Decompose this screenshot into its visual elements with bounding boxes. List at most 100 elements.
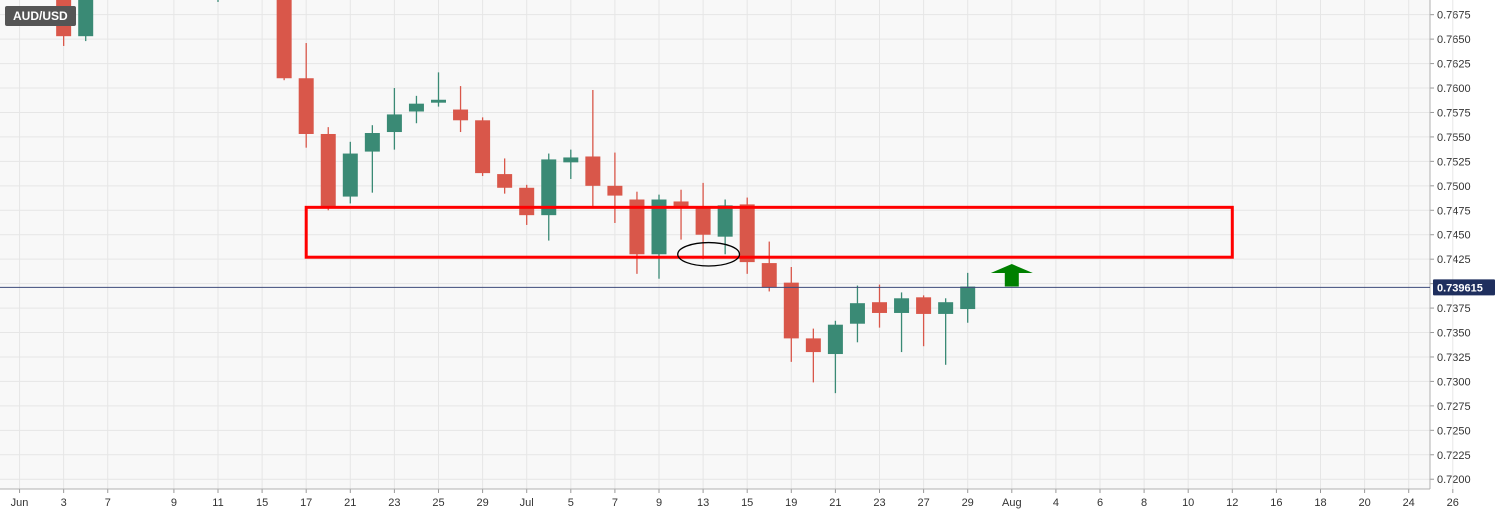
candle-body-bull [960,286,976,310]
candles [56,0,976,394]
candle-body-bull [938,302,954,314]
plot-area [0,0,1430,489]
candle-body-bull [386,114,402,133]
candle[interactable] [320,127,336,211]
candle-body-bear [298,78,314,134]
x-tick-label: Aug [1002,497,1022,509]
candle[interactable] [805,328,821,383]
x-tick-label: 21 [829,497,841,509]
x-tick-label: 21 [344,497,356,509]
candle[interactable] [629,191,645,274]
y-tick-label: 0.7650 [1437,34,1471,46]
x-tick-label: 7 [105,497,111,509]
y-tick-label: 0.7550 [1437,132,1471,144]
candle[interactable] [894,292,910,353]
x-tick-label: 26 [1447,497,1459,509]
x-tick-label: 18 [1314,497,1326,509]
x-tick-label: 4 [1053,497,1059,509]
x-tick-label: 12 [1226,497,1238,509]
candle-body-bear [629,199,645,255]
candle[interactable] [386,88,402,150]
candle[interactable] [673,189,689,240]
x-tick-label: 10 [1182,497,1194,509]
candle-body-bear [475,120,491,174]
candle-body-bear [673,201,689,208]
candle-body-bear [872,302,887,313]
highlight-ellipse [677,241,741,267]
x-tick-label: 29 [962,497,974,509]
x-tick-label: Jul [520,497,534,509]
candle-body-bear [276,0,292,79]
y-tick-label: 0.7450 [1437,230,1471,242]
candle[interactable] [849,285,865,343]
candle-body-bear [497,174,513,188]
y-tick-label: 0.7625 [1437,59,1471,71]
candle[interactable] [872,284,887,328]
x-tick-label: 9 [656,497,662,509]
candle[interactable] [342,141,358,204]
candle[interactable] [563,149,579,179]
candle-body-bull [78,0,94,37]
x-tick-label: 23 [873,497,885,509]
x-tick-label: 15 [741,497,753,509]
up-arrow-icon [990,264,1033,287]
y-tick-label: 0.7250 [1437,425,1471,437]
y-tick-label: 0.7200 [1437,474,1471,486]
candle-body-bull [408,103,424,112]
x-tick-label: 23 [388,497,400,509]
candle[interactable] [827,320,843,394]
y-tick-label: 0.7325 [1437,352,1471,364]
x-tick-label: 6 [1097,497,1103,509]
x-tick-label: 27 [917,497,929,509]
x-tick-label: 8 [1141,497,1147,509]
candle[interactable] [364,125,380,193]
candle[interactable] [475,117,491,177]
current-price-tag [1433,279,1495,296]
candle-body-bull [541,159,557,216]
candle[interactable] [431,72,446,107]
candle[interactable] [607,152,623,223]
x-tick-label: 25 [432,497,444,509]
candle-body-bull [827,324,843,355]
y-tick-label: 0.7500 [1437,181,1471,193]
candle[interactable] [695,182,711,260]
candle-body-bear [320,133,336,208]
candle-body-bear [916,297,932,314]
candle-body-bear [453,109,469,121]
x-tick-label: 5 [568,497,574,509]
candle[interactable] [276,0,292,81]
candle[interactable] [408,95,424,124]
candle[interactable] [739,197,755,274]
x-tick-label: 15 [256,497,268,509]
y-tick-label: 0.7225 [1437,450,1471,462]
candle[interactable] [938,298,954,365]
x-tick-label: 29 [476,497,488,509]
candle[interactable] [541,153,557,241]
candle-body-bear [739,204,755,263]
y-tick-label: 0.7600 [1437,83,1471,95]
candle-body-bear [783,282,799,339]
y-tick-label: 0.7675 [1437,10,1471,22]
candle-body-bull [849,303,865,324]
candle-body-bull [342,153,358,197]
candle[interactable] [916,295,932,347]
candle[interactable] [298,43,314,148]
candle[interactable] [960,272,976,323]
candle-body-bear [607,185,623,196]
candle[interactable] [585,89,601,208]
candle[interactable] [453,86,469,133]
candle[interactable] [497,158,513,194]
candle[interactable] [78,0,94,42]
candle-body-bull [651,199,667,255]
candle-body-bull [431,99,446,103]
candle-body-bear [805,338,821,353]
symbol-badge: AUD/USD [5,6,76,26]
y-tick-label: 0.7275 [1437,401,1471,413]
current-price-label: 0.739615 [1437,282,1483,294]
candle[interactable] [783,266,799,362]
candle-body-bear [585,156,601,186]
resistance-zone-box [304,205,1234,259]
candle[interactable] [761,241,777,292]
